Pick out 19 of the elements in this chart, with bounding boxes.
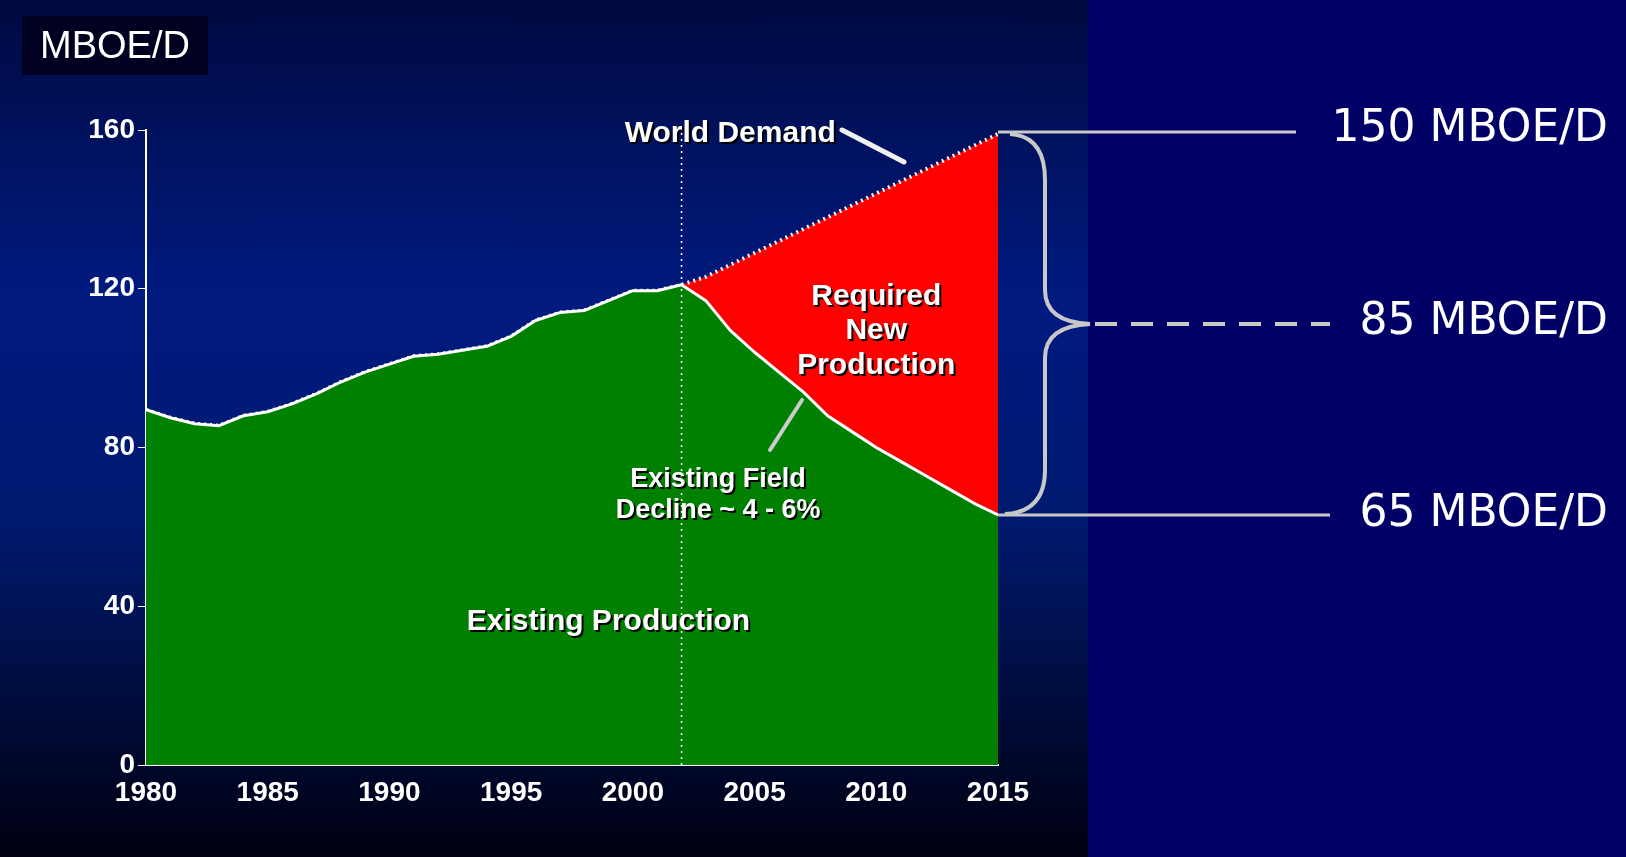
annotation: Existing Field Decline ~ 4 - 6%: [617, 462, 823, 526]
annotation: World Demand: [626, 117, 838, 151]
y-tick-label: 40: [103, 588, 135, 620]
x-tick-label: 2000: [601, 775, 665, 807]
text: 65 MBOE/D: [1359, 485, 1608, 537]
y-tick-label: 80: [103, 430, 135, 462]
x-tick-label: 2010: [845, 775, 908, 807]
x-tick-label: 2005: [723, 775, 786, 807]
y-tick-label: 120: [88, 271, 135, 303]
x-tick-label: 1990: [358, 775, 421, 807]
text: 85 MBOE/D: [1359, 293, 1608, 345]
y-tick-label: 160: [88, 112, 135, 144]
series-label: Existing Production: [468, 605, 753, 639]
x-tick-label: 1985: [236, 775, 299, 807]
x-tick-label: 2015: [966, 775, 1030, 807]
y-axis-title: MBOE/D: [22, 16, 208, 75]
text: Required New Production: [797, 277, 956, 380]
x-tick-label: 1995: [479, 775, 543, 807]
text: 150 MBOE/D: [1331, 100, 1608, 152]
